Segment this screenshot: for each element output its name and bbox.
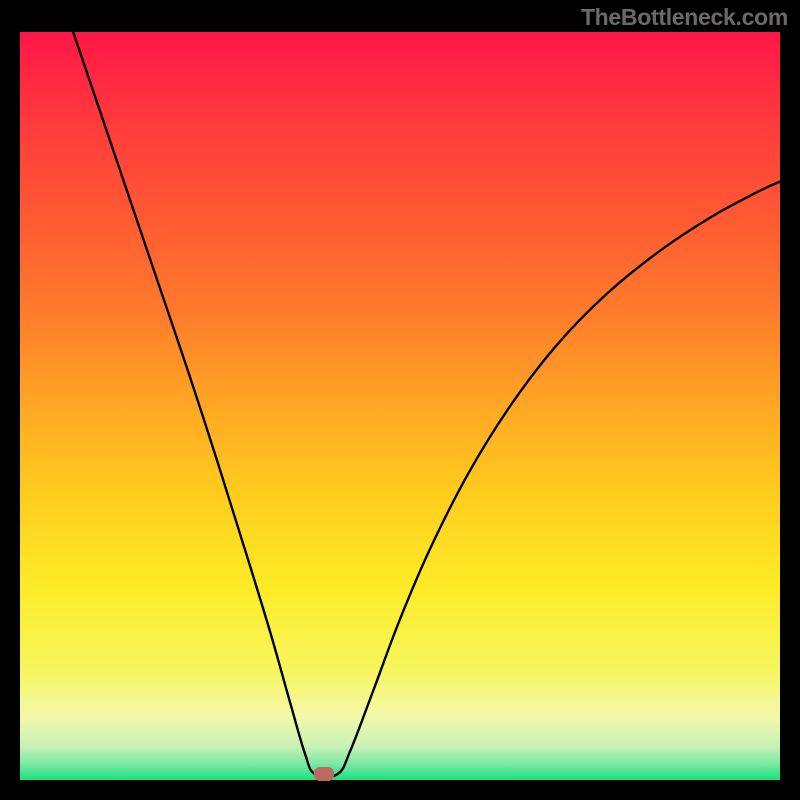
chart-svg — [0, 0, 800, 800]
bottleneck-marker — [314, 767, 334, 781]
bottleneck-chart: TheBottleneck.com — [0, 0, 800, 800]
watermark-label: TheBottleneck.com — [581, 4, 788, 31]
